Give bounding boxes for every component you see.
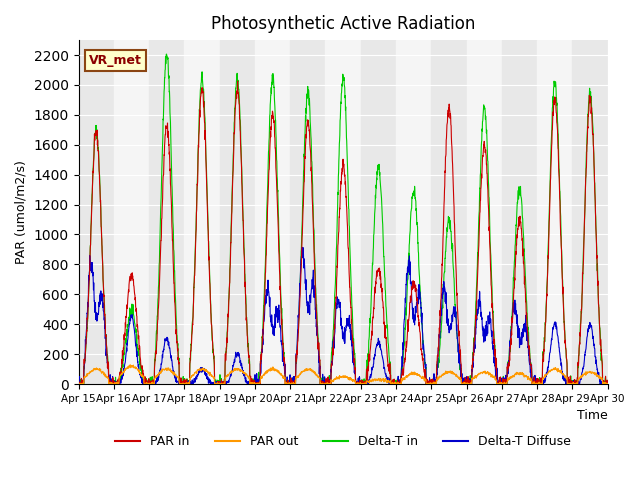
Legend: PAR in, PAR out, Delta-T in, Delta-T Diffuse: PAR in, PAR out, Delta-T in, Delta-T Dif… (110, 431, 576, 454)
Text: VR_met: VR_met (89, 54, 142, 67)
Y-axis label: PAR (umol/m2/s): PAR (umol/m2/s) (15, 160, 28, 264)
Bar (431, 40, 467, 384)
Bar (396, 40, 431, 384)
Bar (149, 40, 184, 384)
X-axis label: Time: Time (577, 409, 608, 422)
Bar (290, 40, 326, 384)
Bar (114, 40, 149, 384)
Bar (79, 40, 114, 384)
Title: Photosynthetic Active Radiation: Photosynthetic Active Radiation (211, 15, 476, 33)
Bar (184, 40, 220, 384)
Bar (537, 40, 572, 384)
Bar (361, 40, 396, 384)
Bar (467, 40, 502, 384)
Bar (572, 40, 608, 384)
Bar (220, 40, 255, 384)
Bar (502, 40, 537, 384)
Bar (326, 40, 361, 384)
Bar (255, 40, 290, 384)
